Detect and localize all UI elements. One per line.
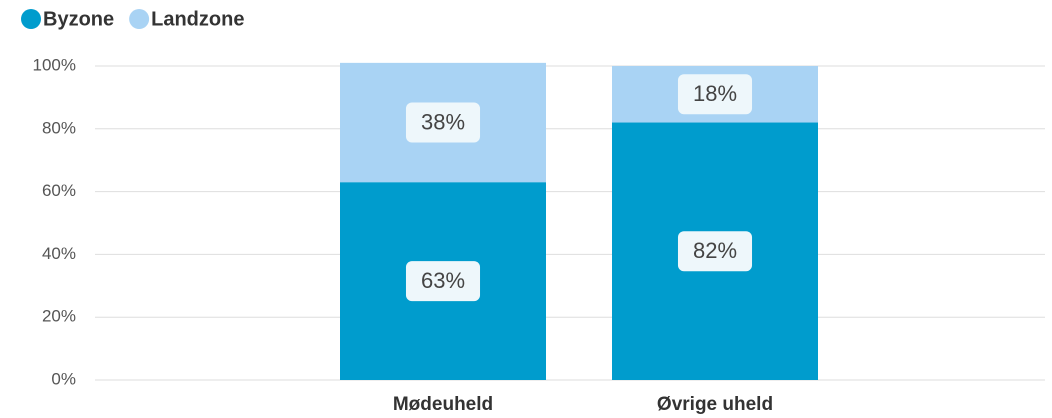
value-label-box bbox=[677, 231, 753, 272]
value-label-box bbox=[677, 74, 753, 115]
legend-label: Landzone bbox=[151, 8, 244, 30]
value-label-text: 63% bbox=[421, 268, 465, 293]
value-label-box bbox=[405, 102, 481, 143]
y-tick-label: 20% bbox=[42, 307, 76, 326]
y-tick-label: 60% bbox=[42, 181, 76, 200]
value-label: 18% bbox=[677, 74, 753, 115]
legend-swatch bbox=[21, 9, 41, 29]
value-label: 38% bbox=[405, 102, 481, 143]
value-label: 82% bbox=[677, 231, 753, 272]
x-tick-label: Øvrige uheld bbox=[657, 394, 773, 415]
value-label-box bbox=[405, 261, 481, 302]
value-label-text: 38% bbox=[421, 109, 465, 134]
value-label: 63% bbox=[405, 261, 481, 302]
legend-label: Byzone bbox=[43, 8, 114, 30]
y-tick-label: 40% bbox=[42, 244, 76, 263]
y-tick-label: 80% bbox=[42, 118, 76, 137]
x-tick-label: Mødeuheld bbox=[393, 394, 493, 415]
y-tick-label: 0% bbox=[51, 369, 76, 388]
value-label-text: 18% bbox=[693, 81, 737, 106]
value-label-text: 82% bbox=[693, 238, 737, 263]
y-tick-label: 100% bbox=[33, 55, 76, 74]
legend-swatch bbox=[129, 9, 150, 29]
